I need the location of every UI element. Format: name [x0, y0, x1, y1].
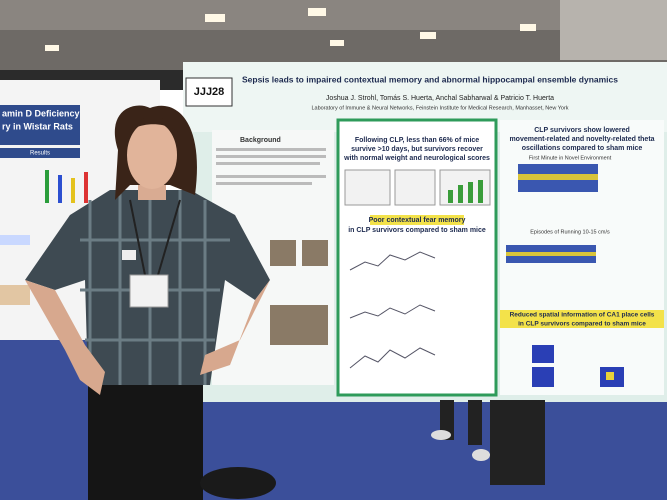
section-heading: oscillations compared to sham mice — [522, 145, 643, 152]
left-arm — [25, 280, 105, 395]
left-poster-section-bar — [0, 148, 80, 158]
pocket-badge — [122, 250, 136, 260]
panel-label: Episodes of Running 10-15 cm/s — [530, 229, 610, 235]
face — [127, 121, 177, 189]
right-arm — [200, 280, 270, 375]
section-heading: Poor contextual fear memory — [369, 217, 466, 224]
left-poster-banner — [0, 105, 80, 145]
highlight — [500, 310, 664, 328]
section-heading: survive >10 days, but survivors recover — [351, 146, 483, 153]
section-heading: in CLP survivors compared to sham mice — [348, 227, 486, 234]
background-people — [431, 400, 545, 485]
spectrogram-band — [518, 174, 598, 180]
lanyard — [157, 199, 181, 276]
fear-plots — [349, 251, 436, 369]
poster-affiliation: Laboratory of Immune & Neural Networks, … — [311, 105, 568, 111]
place-cell-maps — [532, 345, 624, 387]
section-heading: in CLP survivors compared to sham mice — [518, 321, 646, 328]
name-badge — [129, 274, 169, 308]
spectrogram-band — [506, 252, 596, 256]
left-poster-title: ry in Wistar Rats — [2, 121, 73, 131]
lanyard — [129, 199, 146, 276]
section-heading: Following CLP, less than 66% of mice — [355, 137, 479, 144]
section-heading: CLP survivors show lowered — [534, 127, 630, 134]
wall — [560, 0, 667, 60]
bag — [200, 467, 276, 499]
ceiling-panel — [0, 0, 667, 30]
ceiling-lights — [45, 8, 536, 51]
poster-id: JJJ28 — [194, 86, 225, 98]
trousers — [88, 385, 203, 500]
poster-title: Sepsis leads to impaired contextual memo… — [242, 74, 618, 84]
panel-label: First Minute in Novel Environment — [529, 155, 612, 161]
hair-fringe — [130, 116, 178, 132]
left-poster-title: amin D Deficiency — [2, 108, 80, 118]
poster-id-box — [185, 77, 233, 107]
poster-column — [336, 118, 498, 397]
section-heading: with normal weight and neurological scor… — [343, 155, 490, 162]
highlight — [370, 215, 464, 225]
section-heading: movement-related and novelty-related the… — [509, 136, 654, 143]
figure-panels — [270, 240, 328, 345]
poster-authors: Joshua J. Strohl, Tomás S. Huerta, Ancha… — [326, 95, 554, 102]
survival-plots — [344, 169, 491, 206]
text-block — [216, 148, 326, 185]
left-poster-section: Results — [30, 151, 50, 157]
section-heading: Background — [240, 137, 281, 144]
section-heading: Reduced spatial information of CA1 place… — [510, 312, 655, 319]
person — [25, 105, 270, 500]
left-poster-chart — [0, 170, 88, 305]
